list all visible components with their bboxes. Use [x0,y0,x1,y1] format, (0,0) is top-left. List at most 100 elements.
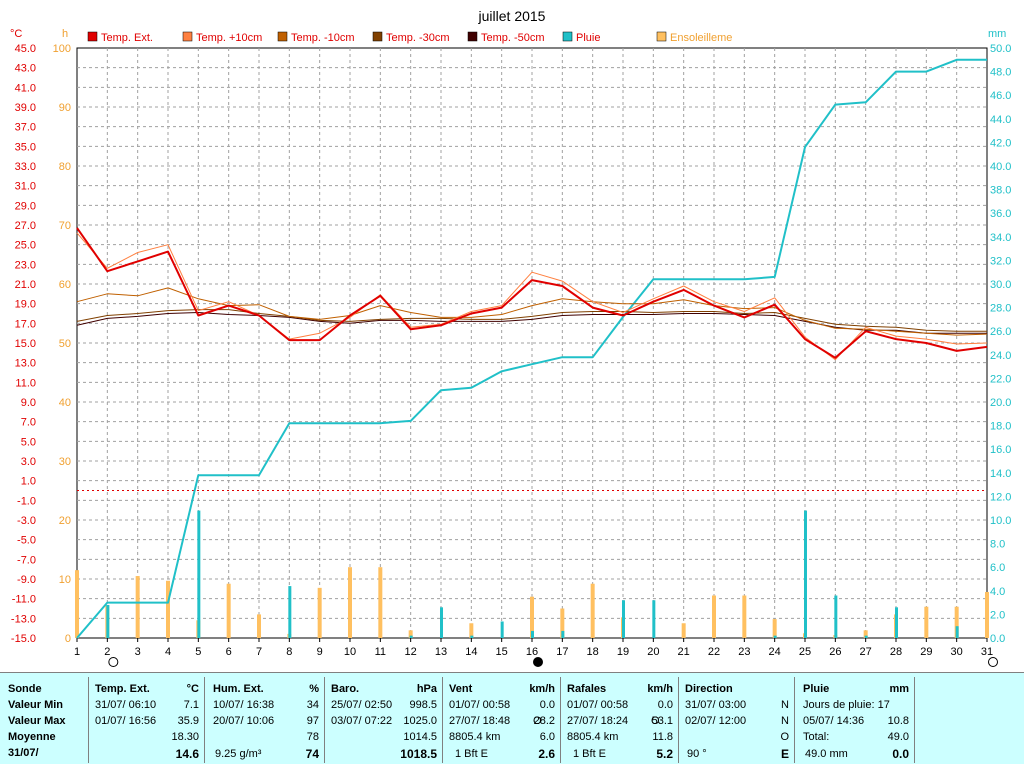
legend-swatch [372,31,383,42]
temp-tick-label: -3.0 [17,515,36,527]
wind-max-direction: O [533,715,542,727]
temp-tick-label: 1.0 [21,476,36,488]
rain-bar [531,630,534,638]
sun-tick-label: 90 [59,102,71,114]
sunshine-bar [166,580,170,638]
rain-tick-label: 24.0 [990,350,1011,362]
temp-tick-label: -5.0 [17,535,36,547]
rain-days: Jours de pluie: 17 [803,699,890,711]
x-tick-label: 8 [286,646,292,658]
rain-max-date: 05/07/ 14:36 [803,715,865,727]
rain-tick-label: 30.0 [990,279,1011,291]
x-tick-label: 5 [195,646,201,658]
sunshine-bar [469,623,474,638]
sunshine-bar [772,619,777,638]
rain-max-value: 10.8 [887,715,909,727]
legend-swatch [277,31,288,42]
wind-section: Vent km/h 01/07/ 00:58 0.0 27/07/ 18:48 … [442,677,561,763]
temp-tick-label: 23.0 [15,259,36,271]
wind-max-date: 27/07/ 18:48 [449,715,511,727]
sunshine-bar [985,591,989,638]
sunshine-bars [75,567,989,638]
sunshine-bar [954,606,959,638]
gust-unit: km/h [647,683,673,695]
full-moon-icon [108,657,119,667]
temp-tick-label: 35.0 [15,141,36,153]
rain-tick-label: 42.0 [990,137,1011,149]
moon-phase-icons [108,657,998,667]
legend-label: Temp. -30cm [386,32,450,44]
gust-distance: 8805.4 km [567,731,619,743]
series-line [76,312,987,334]
direction-max-value: N [781,715,789,727]
temp-mean: 18.30 [171,731,199,743]
temp-tick-label: 45.0 [15,43,36,55]
wind-title: Vent [449,683,473,695]
rain-bar [197,510,201,638]
hum-mean: 78 [306,731,319,743]
gust-min-value: 0.0 [657,699,673,711]
temp-tick-label: -7.0 [17,554,36,566]
rain-unit: mm [889,683,909,695]
wind-mean: 6.0 [539,731,555,743]
rain-bar [834,595,838,638]
full-moon-icon [988,657,998,667]
wind-current: 2.6 [538,747,555,761]
legend-label: Temp. -50cm [481,32,545,44]
rain-bar [652,600,656,638]
temp-tick-label: 19.0 [15,299,36,311]
sunshine-bar [712,595,716,638]
sunshine-bar [863,630,868,638]
empty-section [914,677,1021,763]
temp-tick-label: 11.0 [15,377,36,389]
sun-tick-label: 80 [59,161,71,173]
x-tick-label: 19 [617,646,629,658]
sunshine-bar [135,576,140,638]
rain-section: Pluie mm Jours de pluie: 17 05/07/ 14:36… [794,677,915,763]
sunshine-bar [681,623,686,638]
series-line [76,58,987,639]
rain-current-mm: 49.0 mm [805,748,848,760]
humidity-section: Hum. Ext. % 10/07/ 16:38 34 20/07/ 10:06… [204,677,325,763]
temp-tick-label: 7.0 [21,417,36,429]
baro-unit: hPa [416,683,437,695]
chart-legend: Temp. Ext. Temp. +10cm Temp. -10cm Temp. -3… [87,31,732,44]
x-tick-label: 4 [165,646,171,658]
temp-tick-label: 27.0 [15,220,36,232]
baro-min-value: 998.5 [409,699,437,711]
chart-title: juillet 2015 [478,8,546,24]
baro-current: 1018.5 [400,747,437,761]
temp-tick-label: 15.0 [15,338,36,350]
temp-tick-label: 39.0 [15,102,36,114]
stats-panel: Sonde Valeur Min Valeur Max Moyenne 31/0… [0,672,1024,764]
temp-tick-label: 3.0 [21,456,36,468]
rain-tick-label: 2.0 [990,609,1005,621]
temp-section: Temp. Ext. °C 31/07/ 06:10 7.1 01/07/ 16… [88,677,205,763]
direction-max-date: 02/07/ 12:00 [685,715,747,727]
x-tick-label: 21 [678,646,690,658]
rain-tick-label: 32.0 [990,255,1011,267]
legend-label: Temp. -10cm [291,32,355,44]
hum-current: 74 [305,747,319,761]
temp-title: Temp. Ext. [95,683,150,695]
sun-tick-label: 70 [59,220,71,232]
series-lines [76,58,988,639]
sunshine-bar [924,606,929,638]
legend-label: Pluie [576,32,600,44]
baro-min-date: 25/07/ 02:50 [331,699,393,711]
new-moon-icon [533,657,543,667]
wind-unit: km/h [529,683,555,695]
rain-tick-label: 8.0 [990,539,1005,551]
temp-tick-label: 29.0 [15,200,36,212]
temp-tick-label: 9.0 [21,397,36,409]
rain-tick-label: 50.0 [990,43,1011,55]
rain-bar [500,621,504,638]
temp-tick-label: -13.0 [11,613,36,625]
x-tick-label: 31 [981,646,993,658]
row-labels: Sonde Valeur Min Valeur Max Moyenne 31/0… [2,677,88,763]
sunshine-bar [257,614,261,638]
rain-bar [773,635,777,638]
rain-tick-label: 28.0 [990,303,1011,315]
rain-total-label: Total: [803,731,830,743]
rain-bar [288,586,292,638]
